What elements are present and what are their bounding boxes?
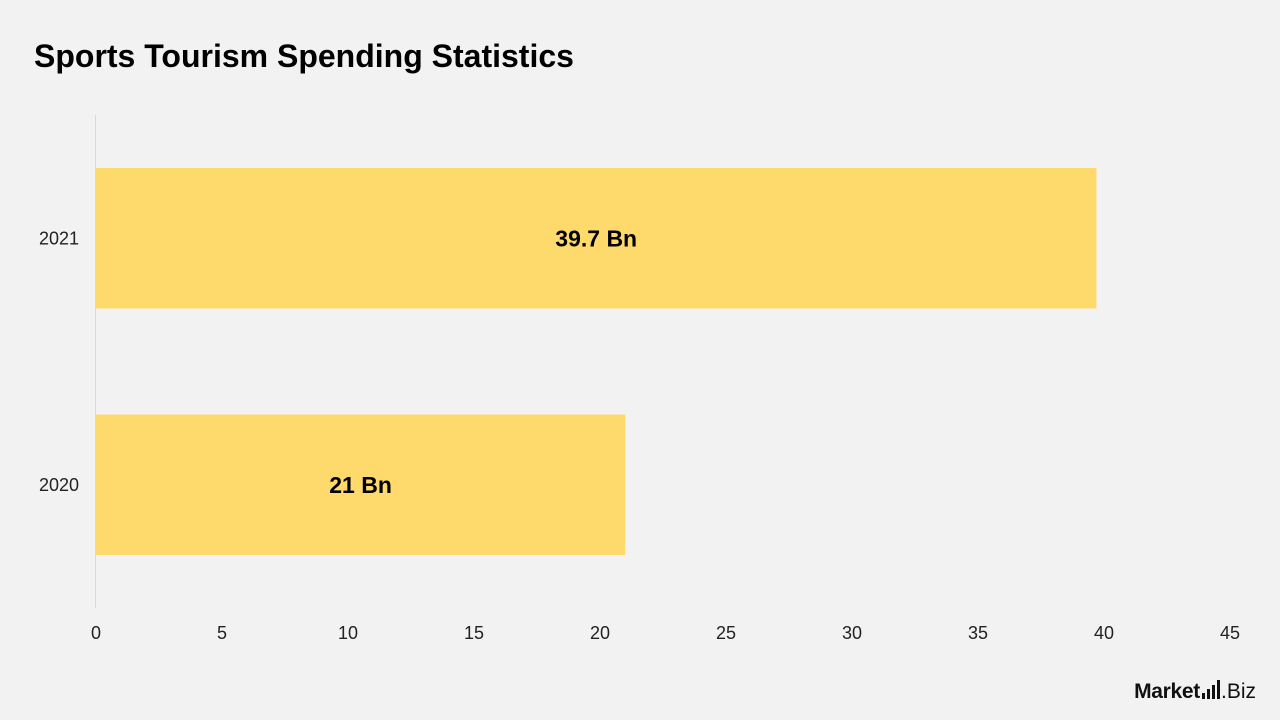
x-tick-label-20: 20: [590, 623, 610, 643]
x-tick-label-40: 40: [1094, 623, 1114, 643]
x-tick-label-15: 15: [464, 623, 484, 643]
market-biz-logo: Market .Biz: [1134, 679, 1256, 704]
x-tick-label-10: 10: [338, 623, 358, 643]
bar-2020: [96, 414, 626, 556]
y-tick-label-2020: 2020: [39, 475, 79, 495]
data-label-2021: 39.7 Bn: [555, 225, 637, 251]
x-axis-tick-labels: 0 5 10 15 20 25 30 35 40 45: [91, 623, 1240, 643]
data-label-2020: 21 Bn: [329, 472, 392, 498]
bar-2021: [96, 167, 1097, 309]
bars-layer: [96, 167, 1097, 556]
y-tick-label-2021: 2021: [39, 228, 79, 248]
x-tick-label-35: 35: [968, 623, 988, 643]
signal-bars-icon: [1201, 679, 1220, 699]
x-tick-label-25: 25: [716, 623, 736, 643]
logo-text-tail: .Biz: [1220, 680, 1256, 703]
x-tick-label-5: 5: [217, 623, 227, 643]
x-tick-label-30: 30: [842, 623, 862, 643]
y-axis-tick-labels: 2021 2020: [39, 228, 79, 495]
chart-title: Sports Tourism Spending Statistics: [34, 38, 574, 74]
data-labels-layer: 39.7 Bn 21 Bn: [329, 225, 637, 498]
x-tick-label-45: 45: [1220, 623, 1240, 643]
x-tick-label-0: 0: [91, 623, 101, 643]
logo-text-main: Market: [1134, 680, 1200, 703]
